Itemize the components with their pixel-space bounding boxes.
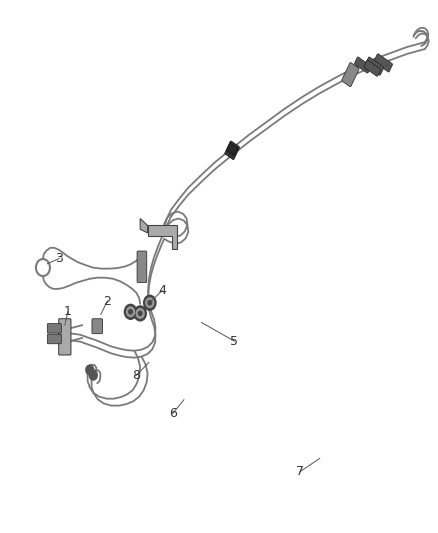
Polygon shape [140,219,148,233]
FancyBboxPatch shape [47,334,61,344]
Text: 3: 3 [55,252,63,265]
Circle shape [146,298,154,308]
FancyBboxPatch shape [364,60,381,76]
Text: 2: 2 [103,295,111,308]
FancyBboxPatch shape [92,319,102,334]
Bar [226,143,238,156]
Circle shape [127,307,134,317]
FancyBboxPatch shape [354,57,371,73]
Circle shape [129,310,132,314]
Text: 8: 8 [132,369,140,382]
Text: 5: 5 [230,335,238,348]
Circle shape [138,311,142,316]
Text: 7: 7 [296,465,304,478]
Text: 4: 4 [158,284,166,297]
FancyBboxPatch shape [342,62,359,87]
Circle shape [144,295,156,310]
Circle shape [148,301,152,305]
Circle shape [136,309,144,318]
Text: 6: 6 [169,407,177,419]
FancyBboxPatch shape [47,324,61,333]
FancyBboxPatch shape [137,251,147,282]
Circle shape [86,365,94,375]
FancyBboxPatch shape [365,57,384,75]
Text: 1: 1 [64,305,72,318]
FancyBboxPatch shape [225,141,240,159]
Circle shape [124,304,137,319]
Circle shape [134,306,146,321]
FancyBboxPatch shape [59,319,71,355]
Polygon shape [148,225,177,249]
FancyBboxPatch shape [374,54,392,72]
Circle shape [89,370,97,380]
